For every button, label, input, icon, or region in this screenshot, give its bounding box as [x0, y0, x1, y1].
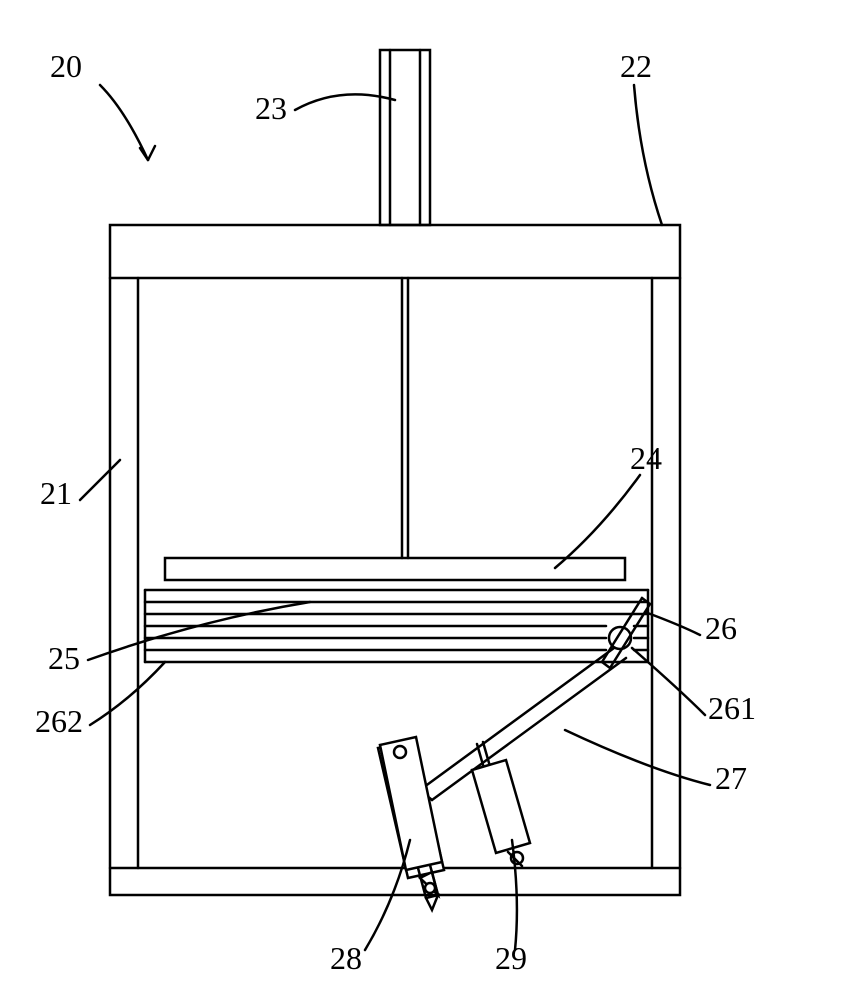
- top-cylinder: [380, 50, 430, 225]
- label-24: 24: [630, 440, 662, 477]
- label-28: 28: [330, 940, 362, 977]
- label-23: 23: [255, 90, 287, 127]
- label-22: 22: [620, 48, 652, 85]
- label-26: 26: [705, 610, 737, 647]
- label-27: 27: [715, 760, 747, 797]
- press-plate: [165, 558, 625, 580]
- leader-27: [565, 730, 710, 785]
- label-262: 262: [35, 703, 83, 740]
- arm-bottom: [432, 658, 626, 800]
- small-cylinder: [472, 742, 530, 866]
- leader-24: [555, 475, 640, 568]
- leader-25: [88, 602, 310, 660]
- leader-21: [80, 460, 120, 500]
- label-29: 29: [495, 940, 527, 977]
- label-20: 20: [50, 48, 82, 85]
- technical-diagram: [0, 0, 867, 1000]
- label-261: 261: [708, 690, 756, 727]
- leader-261: [632, 648, 705, 715]
- arm-top: [420, 648, 614, 790]
- label-21: 21: [40, 475, 72, 512]
- leader-262: [90, 662, 165, 725]
- label-25: 25: [48, 640, 80, 677]
- leader-22: [634, 85, 662, 225]
